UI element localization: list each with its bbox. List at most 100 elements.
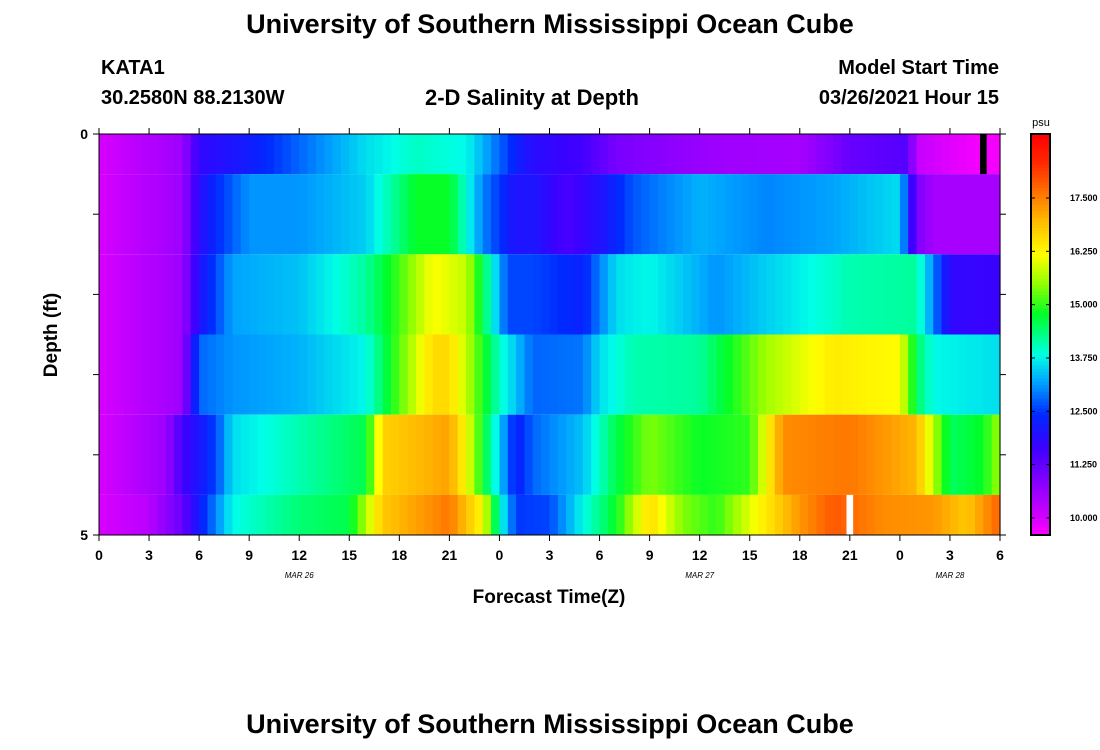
heatmap-cell <box>532 134 542 175</box>
heatmap-cell <box>491 174 501 255</box>
colorbar-segment <box>1031 514 1050 519</box>
heatmap-cell <box>924 414 934 495</box>
heatmap-cell <box>599 334 609 415</box>
heatmap-cell <box>816 334 826 415</box>
colorbar-segment <box>1031 397 1050 402</box>
colorbar-segment <box>1031 281 1050 285</box>
heatmap-cell <box>708 414 717 495</box>
colorbar-segment <box>1031 364 1050 369</box>
heatmap-cell <box>716 414 726 495</box>
heatmap-cell <box>858 414 868 495</box>
heatmap-cell <box>899 334 909 415</box>
heatmap-cell <box>399 134 409 175</box>
heatmap-cell <box>574 174 584 255</box>
heatmap-cell <box>140 174 150 255</box>
colorbar-segment <box>1031 304 1050 309</box>
heatmap-cell <box>908 334 918 415</box>
heatmap-cell <box>190 334 200 415</box>
colorbar-segment <box>1031 441 1050 446</box>
heatmap-cell <box>416 414 425 495</box>
heatmap-cell <box>299 254 309 335</box>
heatmap-cell <box>449 414 459 495</box>
heatmap-cell <box>357 494 367 535</box>
colorbar-segment <box>1031 224 1050 229</box>
colorbar-segment <box>1031 157 1050 162</box>
colorbar-segment <box>1031 237 1050 242</box>
heatmap-cell <box>340 334 350 415</box>
heatmap-cell <box>691 494 701 535</box>
heatmap-cell <box>866 254 876 335</box>
heatmap-cell <box>933 174 943 255</box>
heatmap-cell <box>224 414 234 495</box>
heatmap-cell <box>365 334 375 415</box>
heatmap-cell <box>315 134 325 175</box>
colorbar-segment <box>1031 291 1050 295</box>
colorbar-segment <box>1031 528 1050 533</box>
heatmap-cell <box>924 134 934 175</box>
heatmap-cell <box>958 174 968 255</box>
colorbar-segment <box>1031 297 1050 302</box>
heatmap-cell <box>182 414 192 495</box>
heatmap-cell <box>124 414 133 495</box>
colorbar-segment <box>1031 421 1050 426</box>
x-tick-label: 9 <box>245 547 253 563</box>
heatmap-cell <box>532 494 542 535</box>
heatmap-cell <box>674 254 684 335</box>
colorbar-segment <box>1031 387 1050 392</box>
heatmap-cell <box>240 494 250 535</box>
colorbar-segment <box>1031 354 1050 359</box>
heatmap-cell <box>265 254 275 335</box>
heatmap-cell <box>674 174 684 255</box>
heatmap-cell <box>733 254 742 335</box>
heatmap-cell <box>883 414 893 495</box>
heatmap-cell <box>991 334 1001 415</box>
heatmap-cell <box>541 334 551 415</box>
colorbar-segment <box>1031 401 1050 406</box>
heatmap-cell <box>691 134 701 175</box>
heatmap-cell <box>190 134 200 175</box>
model-start-value: 03/26/2021 Hour 15 <box>818 87 999 109</box>
heatmap-cell <box>799 334 809 415</box>
heatmap-cell <box>674 334 684 415</box>
heatmap-cell <box>132 414 142 495</box>
heatmap-cell <box>591 134 601 175</box>
heatmap-cell <box>349 254 359 335</box>
heatmap-cell <box>257 254 267 335</box>
heatmap-cell <box>149 174 158 255</box>
heatmap-cell <box>783 254 793 335</box>
heatmap-cell <box>833 334 843 415</box>
heatmap-cell <box>916 174 926 255</box>
heatmap-cell <box>315 334 325 415</box>
heatmap-cell <box>582 134 592 175</box>
heatmap-cell <box>624 334 634 415</box>
heatmap-cell <box>941 254 951 335</box>
heatmap-cell <box>566 174 576 255</box>
heatmap-cell <box>382 494 392 535</box>
heatmap-cell <box>724 174 734 255</box>
heatmap-cell <box>783 414 793 495</box>
heatmap-cell <box>215 174 225 255</box>
heatmap-cell <box>532 254 542 335</box>
heatmap-cell <box>399 494 409 535</box>
heatmap-cell <box>641 254 651 335</box>
heatmap-cell <box>741 254 751 335</box>
heatmap-cell <box>224 494 234 535</box>
heatmap-cell <box>724 134 734 175</box>
heatmap-cell <box>849 414 859 495</box>
main-title: University of Southern Mississippi Ocean… <box>246 9 854 39</box>
colorbar-segment <box>1031 414 1050 419</box>
heatmap-cell <box>974 134 984 175</box>
heatmap-cell <box>941 134 951 175</box>
heatmap-cell <box>424 334 434 415</box>
colorbar-segment <box>1031 521 1050 526</box>
heatmap-cell <box>516 254 526 335</box>
heatmap-cell <box>265 174 275 255</box>
heatmap-cell <box>624 134 634 175</box>
colorbar-segment <box>1031 271 1050 275</box>
heatmap-cell <box>941 494 951 535</box>
colorbar-segment <box>1031 518 1050 523</box>
heatmap-cell <box>532 174 542 255</box>
heatmap-cell <box>349 414 359 495</box>
heatmap-cell <box>157 174 167 255</box>
colorbar-segment <box>1031 264 1050 269</box>
